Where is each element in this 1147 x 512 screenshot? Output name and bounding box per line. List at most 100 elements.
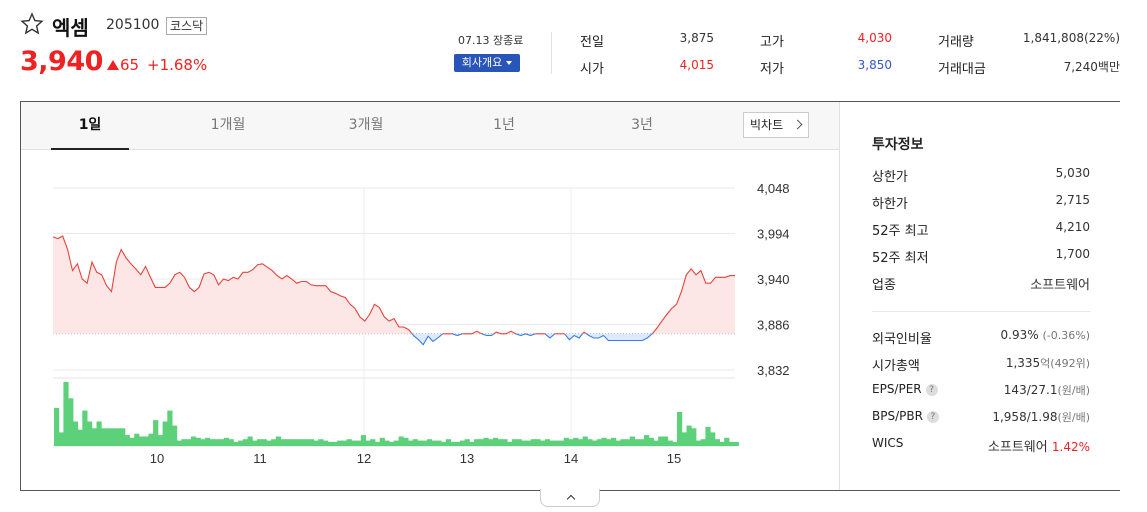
high-price-label: 고가 [760,35,784,50]
volume-bar [606,439,612,446]
eps-per-label: EPS/PER? [872,382,938,396]
volume-bar [153,420,159,446]
tab-3month[interactable]: 3개월 [348,117,384,133]
volume-bar [323,440,329,446]
price-chart[interactable]: 4,048 3,994 3,940 3,886 3,832 10 11 12 13 14 15 [21,150,839,490]
volume-bar [417,440,423,446]
company-overview-label: 회사개요 [461,56,503,69]
volume-bar [478,439,484,446]
tab-3year[interactable]: 3년 [631,117,653,133]
bps-pbr-value: 1,958/1.98(원/배) [992,409,1090,425]
volume-bar [148,433,154,446]
stock-name: 엑셈 [52,16,89,40]
volume-bar [134,433,140,446]
volume-bar [129,437,135,446]
volume-bar [521,440,527,446]
price-fill-down [412,333,443,345]
market-badge: 코스닥 [166,17,208,35]
y-tick-label: 4,048 [757,181,790,196]
volume-bar [346,439,352,446]
price-fill-up [53,236,413,334]
volume-bar [436,440,442,446]
week52-low-label: 52주 최저 [872,251,929,266]
volume-label: 거래량 [938,35,974,50]
volume-bar [82,410,88,446]
help-icon[interactable]: ? [926,410,939,423]
volume-bar [375,441,381,446]
price-line-down [544,333,556,339]
volume-bar [662,436,669,446]
bps-pbr-label: BPS/PBR? [872,409,939,423]
volume-bar [233,441,239,446]
price-line-up [493,330,517,335]
volume-bar [554,440,560,446]
volume-bar [209,439,215,446]
price-line-down [525,333,536,337]
volume-bar [511,439,517,446]
x-tick-label: 11 [253,451,267,466]
low-price-value: 3,850 [857,58,892,72]
volume-bar [337,440,343,446]
y-tick-label: 3,994 [757,227,790,242]
big-chart-button[interactable]: 빅차트 [743,112,809,138]
volume-bar [507,441,513,446]
volume-bar [412,439,418,446]
company-overview-button[interactable]: 회사개요 [454,54,520,72]
volume-bar [445,439,451,446]
tab-1day[interactable]: 1일 [51,102,129,150]
price-line [52,235,735,346]
eps-per-text: EPS/PER [872,382,922,396]
lower-limit-label: 하한가 [872,197,908,212]
market-cap-label: 시가총액 [872,359,920,374]
volume-bar [356,440,362,446]
volume-bar [195,437,201,446]
volume-bar [634,439,640,446]
volume-bar [611,437,617,446]
foreign-ratio-change: (-0.36%) [1042,329,1091,342]
help-icon[interactable]: ? [925,383,938,396]
bps-pbr-unit: (원/배) [1057,411,1090,424]
volume-bar [577,439,584,446]
volume-bar [313,440,319,446]
foreign-ratio-label: 외국인비율 [872,332,932,347]
volume-bar [441,441,447,446]
volume-bar [72,421,79,446]
volume-bar [540,440,546,446]
foreign-ratio-value: 0.93% (-0.36%) [1001,328,1090,342]
volume-bar [464,439,470,446]
favorite-star-icon[interactable] [20,12,44,36]
volume-bar [205,437,211,446]
volume-bar [257,439,263,446]
volume-bar [695,440,702,446]
volume-bar [384,440,390,446]
high-price-value: 4,030 [857,31,892,45]
upper-limit-value: 5,030 [1055,166,1090,180]
up-arrow-icon [107,60,119,70]
volume-bar [299,439,305,446]
tab-1month[interactable]: 1개월 [210,117,246,133]
volume-bar [459,440,466,446]
volume-bar [304,439,310,446]
price-change: 65 [120,56,140,74]
tab-1year[interactable]: 1년 [493,117,515,133]
eps-per-number: 143/27.1 [1003,383,1058,397]
volume-bar [139,436,145,446]
volume-bar [223,437,230,446]
volume-bar [563,437,569,446]
volume-bar [351,440,357,446]
wics-value[interactable]: 소프트웨어 1.42% [988,436,1090,455]
volume-bar [308,439,315,446]
wics-sector: 소프트웨어 [987,440,1048,455]
lower-limit-value: 2,715 [1055,193,1090,207]
volume-bar [658,436,664,446]
volume-bar [280,439,286,446]
trade-amount-value: 7,240백만 [1063,60,1120,74]
volume-bar [686,425,692,446]
volume-bar [497,439,503,446]
sector-value[interactable]: 소프트웨어 [1030,278,1090,293]
volume-bar [667,440,673,446]
chevron-up-icon [566,494,576,504]
price-line-down [564,333,584,341]
volume-bar [559,440,565,446]
collapse-button[interactable] [540,489,600,507]
